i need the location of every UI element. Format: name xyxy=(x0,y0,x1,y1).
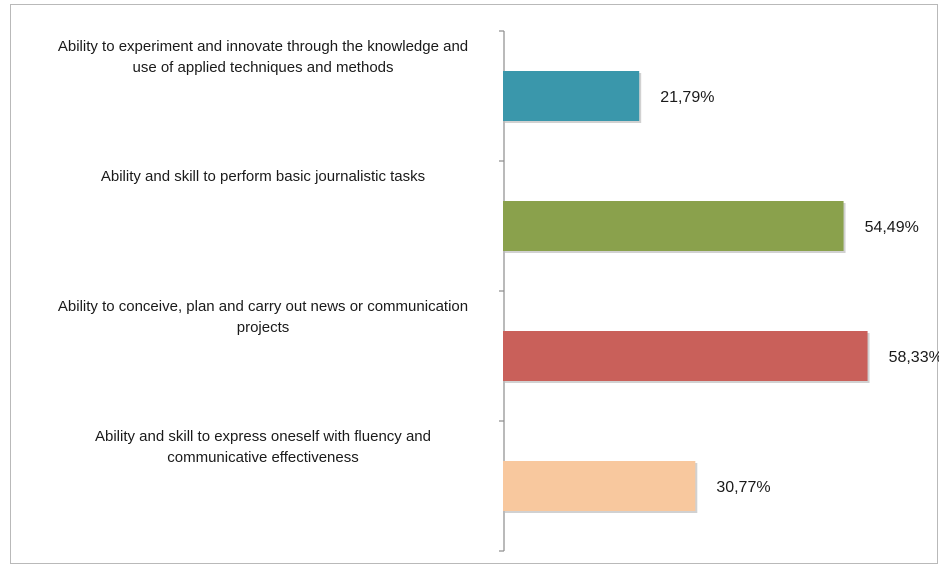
bar-chart: Ability to experiment and innovate throu… xyxy=(58,30,939,552)
data-label: 54,49% xyxy=(865,219,919,236)
bar xyxy=(503,201,844,251)
bar xyxy=(503,461,696,511)
category-label: Ability and skill to perform basic journ… xyxy=(101,168,425,185)
category-label: Ability and skill to express oneself wit… xyxy=(95,428,431,466)
bar xyxy=(503,71,640,121)
bar xyxy=(503,331,868,381)
chart-frame: Ability to experiment and innovate throu… xyxy=(10,4,939,564)
category-label: Ability to conceive, plan and carry out … xyxy=(58,298,468,336)
data-label: 21,79% xyxy=(660,89,714,106)
category-label: Ability to experiment and innovate throu… xyxy=(58,38,468,76)
data-label: 58,33% xyxy=(889,349,939,366)
data-label: 30,77% xyxy=(716,479,770,496)
